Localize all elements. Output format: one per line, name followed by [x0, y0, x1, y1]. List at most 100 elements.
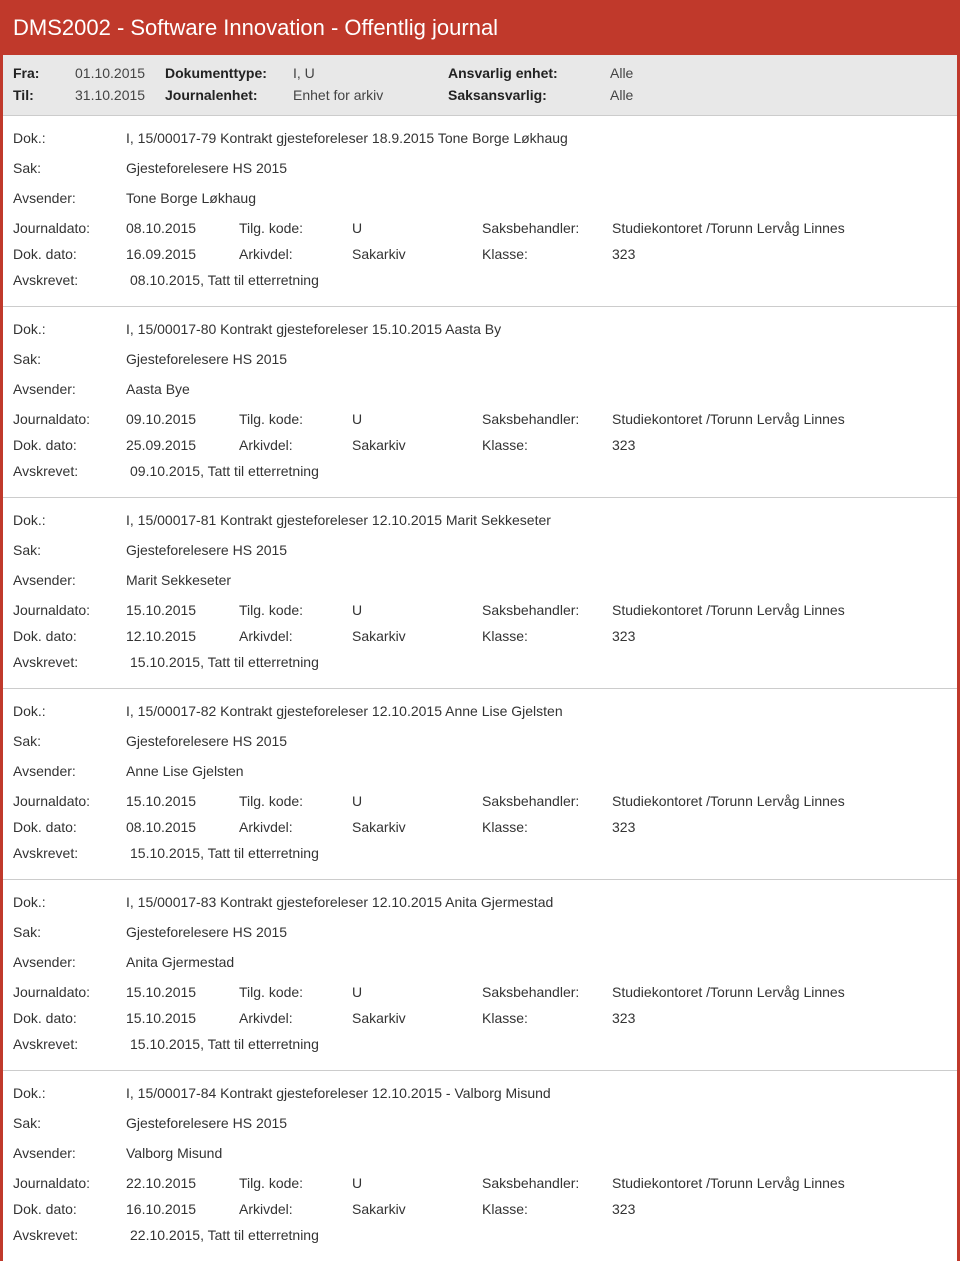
entries-list: Dok.: I, 15/00017-79 Kontrakt gjestefore…	[3, 115, 957, 1261]
avskrevet-value: 15.10.2015, Tatt til etterretning	[126, 654, 319, 670]
report-title: DMS2002 - Software Innovation - Offentli…	[3, 3, 957, 55]
dok-label: Dok.:	[13, 894, 126, 910]
saksbehandler-label: Saksbehandler:	[482, 602, 612, 618]
sak-value: Gjesteforelesere HS 2015	[126, 351, 287, 367]
arkivdel-value: Sakarkiv	[352, 246, 482, 262]
tilgkode-value: U	[352, 1175, 482, 1191]
arkivdel-label: Arkivdel:	[239, 628, 352, 644]
dokdato-value: 16.10.2015	[126, 1201, 239, 1217]
dokdato-label: Dok. dato:	[13, 1201, 126, 1217]
avsender-value: Aasta Bye	[126, 381, 190, 397]
journal-entry: Dok.: I, 15/00017-79 Kontrakt gjestefore…	[3, 115, 957, 306]
sak-label: Sak:	[13, 160, 126, 176]
klasse-label: Klasse:	[482, 819, 612, 835]
klasse-label: Klasse:	[482, 437, 612, 453]
saksbehandler-label: Saksbehandler:	[482, 220, 612, 236]
avsender-label: Avsender:	[13, 572, 126, 588]
journaldato-row: Journaldato: 22.10.2015 Tilg. kode: U Sa…	[13, 1175, 947, 1191]
journalenhet-value: Enhet for arkiv	[293, 87, 448, 103]
tilgkode-label: Tilg. kode:	[239, 602, 352, 618]
klasse-value: 323	[612, 1010, 947, 1026]
arkivdel-value: Sakarkiv	[352, 1010, 482, 1026]
dokdato-value: 15.10.2015	[126, 1010, 239, 1026]
arkivdel-label: Arkivdel:	[239, 1201, 352, 1217]
sak-label: Sak:	[13, 733, 126, 749]
klasse-value: 323	[612, 628, 947, 644]
saksansvarlig-label: Saksansvarlig:	[448, 87, 610, 103]
avskrevet-label: Avskrevet:	[13, 272, 126, 288]
fra-value: 01.10.2015	[75, 65, 165, 81]
saksbehandler-value: Studiekontoret /Torunn Lervåg Linnes	[612, 602, 947, 618]
tilgkode-value: U	[352, 602, 482, 618]
journal-entry: Dok.: I, 15/00017-83 Kontrakt gjestefore…	[3, 879, 957, 1070]
avsender-value: Anne Lise Gjelsten	[126, 763, 244, 779]
saksbehandler-label: Saksbehandler:	[482, 1175, 612, 1191]
dokdato-value: 08.10.2015	[126, 819, 239, 835]
journaldato-label: Journaldato:	[13, 220, 126, 236]
tilgkode-label: Tilg. kode:	[239, 411, 352, 427]
saksansvarlig-value: Alle	[610, 87, 947, 103]
avsender-label: Avsender:	[13, 381, 126, 397]
journal-entry: Dok.: I, 15/00017-80 Kontrakt gjestefore…	[3, 306, 957, 497]
saksbehandler-label: Saksbehandler:	[482, 984, 612, 1000]
dok-row: Dok.: I, 15/00017-82 Kontrakt gjestefore…	[13, 703, 947, 723]
journalenhet-label: Journalenhet:	[165, 87, 293, 103]
dok-label: Dok.:	[13, 703, 126, 719]
avsender-row: Avsender: Valborg Misund	[13, 1145, 947, 1165]
doktype-label: Dokumenttype:	[165, 65, 293, 81]
journal-entry: Dok.: I, 15/00017-82 Kontrakt gjestefore…	[3, 688, 957, 879]
journaldato-row: Journaldato: 09.10.2015 Tilg. kode: U Sa…	[13, 411, 947, 427]
dokdato-row: Dok. dato: 15.10.2015 Arkivdel: Sakarkiv…	[13, 1010, 947, 1026]
sak-row: Sak: Gjesteforelesere HS 2015	[13, 1115, 947, 1135]
klasse-label: Klasse:	[482, 1010, 612, 1026]
avskrevet-label: Avskrevet:	[13, 654, 126, 670]
saksbehandler-value: Studiekontoret /Torunn Lervåg Linnes	[612, 793, 947, 809]
avskrevet-value: 15.10.2015, Tatt til etterretning	[126, 1036, 319, 1052]
avsender-value: Tone Borge Løkhaug	[126, 190, 256, 206]
journaldato-value: 22.10.2015	[126, 1175, 239, 1191]
sak-value: Gjesteforelesere HS 2015	[126, 542, 287, 558]
tilgkode-value: U	[352, 793, 482, 809]
arkivdel-label: Arkivdel:	[239, 819, 352, 835]
sak-row: Sak: Gjesteforelesere HS 2015	[13, 542, 947, 562]
avskrevet-label: Avskrevet:	[13, 845, 126, 861]
til-label: Til:	[13, 87, 75, 103]
avsender-row: Avsender: Aasta Bye	[13, 381, 947, 401]
avskrevet-value: 22.10.2015, Tatt til etterretning	[126, 1227, 319, 1243]
report-title-text: DMS2002 - Software Innovation - Offentli…	[13, 15, 498, 40]
dok-row: Dok.: I, 15/00017-80 Kontrakt gjestefore…	[13, 321, 947, 341]
dokdato-row: Dok. dato: 08.10.2015 Arkivdel: Sakarkiv…	[13, 819, 947, 835]
journaldato-row: Journaldato: 15.10.2015 Tilg. kode: U Sa…	[13, 793, 947, 809]
sak-row: Sak: Gjesteforelesere HS 2015	[13, 733, 947, 753]
avsender-label: Avsender:	[13, 1145, 126, 1161]
avsender-row: Avsender: Tone Borge Løkhaug	[13, 190, 947, 210]
sak-value: Gjesteforelesere HS 2015	[126, 733, 287, 749]
dokdato-value: 12.10.2015	[126, 628, 239, 644]
dok-value: I, 15/00017-83 Kontrakt gjesteforeleser …	[126, 894, 553, 910]
dokdato-label: Dok. dato:	[13, 437, 126, 453]
journal-report: DMS2002 - Software Innovation - Offentli…	[0, 0, 960, 1261]
sak-row: Sak: Gjesteforelesere HS 2015	[13, 351, 947, 371]
dok-label: Dok.:	[13, 130, 126, 146]
saksbehandler-value: Studiekontoret /Torunn Lervåg Linnes	[612, 411, 947, 427]
journaldato-value: 15.10.2015	[126, 984, 239, 1000]
journal-entry: Dok.: I, 15/00017-84 Kontrakt gjestefore…	[3, 1070, 957, 1261]
dokdato-label: Dok. dato:	[13, 246, 126, 262]
dok-label: Dok.:	[13, 512, 126, 528]
avskrevet-row: Avskrevet: 08.10.2015, Tatt til etterret…	[13, 272, 947, 292]
avsender-label: Avsender:	[13, 190, 126, 206]
dokdato-value: 25.09.2015	[126, 437, 239, 453]
avskrevet-label: Avskrevet:	[13, 1036, 126, 1052]
klasse-value: 323	[612, 246, 947, 262]
journaldato-value: 15.10.2015	[126, 793, 239, 809]
journaldato-row: Journaldato: 15.10.2015 Tilg. kode: U Sa…	[13, 984, 947, 1000]
arkivdel-value: Sakarkiv	[352, 1201, 482, 1217]
klasse-label: Klasse:	[482, 246, 612, 262]
journaldato-row: Journaldato: 15.10.2015 Tilg. kode: U Sa…	[13, 602, 947, 618]
saksbehandler-value: Studiekontoret /Torunn Lervåg Linnes	[612, 220, 947, 236]
avskrevet-row: Avskrevet: 22.10.2015, Tatt til etterret…	[13, 1227, 947, 1247]
dok-row: Dok.: I, 15/00017-84 Kontrakt gjestefore…	[13, 1085, 947, 1105]
klasse-value: 323	[612, 819, 947, 835]
dokdato-row: Dok. dato: 12.10.2015 Arkivdel: Sakarkiv…	[13, 628, 947, 644]
avskrevet-label: Avskrevet:	[13, 1227, 126, 1243]
